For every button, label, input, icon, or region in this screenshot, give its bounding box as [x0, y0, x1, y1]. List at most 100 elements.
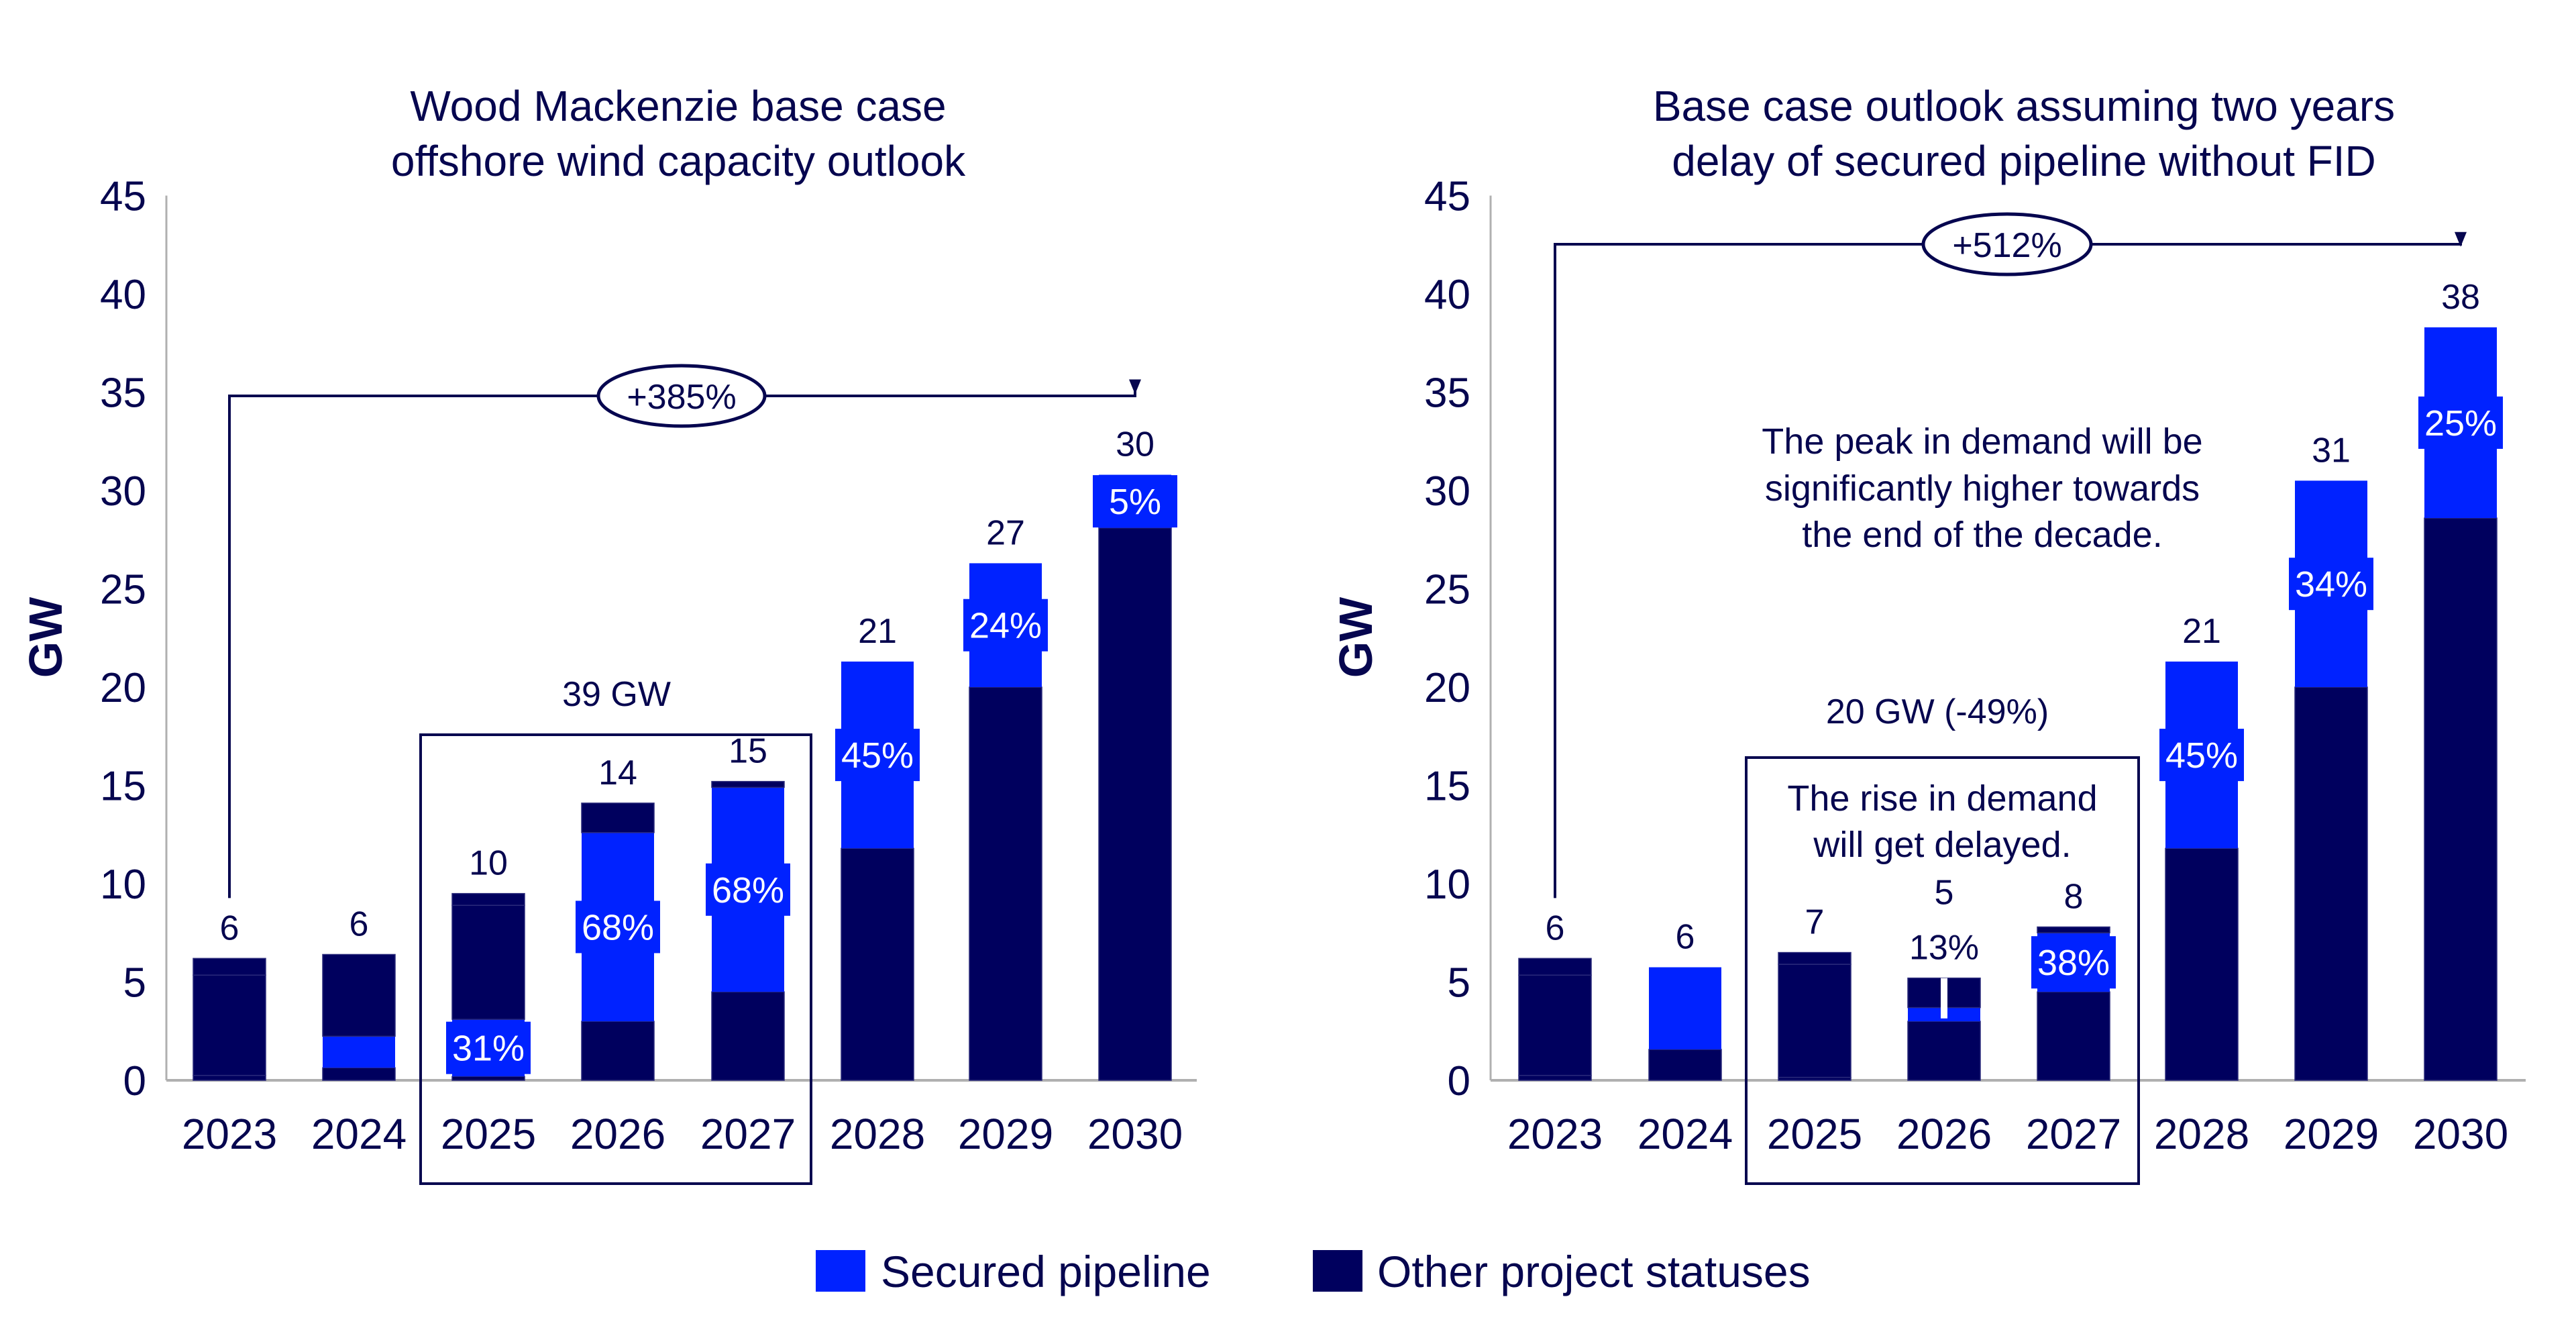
y-axis-label: GW — [1330, 597, 1382, 678]
bar-total-label: 6 — [350, 905, 369, 943]
y-tick-label: 30 — [100, 468, 146, 515]
bar-2024: 6 — [1648, 918, 1722, 1081]
secured-share-badge — [2159, 729, 2244, 782]
bar-total-label: 15 — [729, 732, 767, 771]
y-tick-label: 5 — [1448, 960, 1470, 1007]
y-tick-label: 5 — [123, 960, 146, 1007]
y-tick-label: 40 — [1424, 272, 1470, 318]
right-chart-delayed-case: Base case outlook assuming two years dela… — [1330, 82, 2526, 1185]
bar-total-label: 30 — [1116, 425, 1155, 464]
bar-segment-other-statuses — [1778, 951, 1851, 965]
bar-segment-other-statuses — [1907, 1021, 1981, 1081]
secured-share-badge — [835, 729, 920, 782]
x-tick-label: 2027 — [700, 1110, 796, 1158]
y-tick-label: 35 — [1424, 370, 1470, 417]
y-tick-label: 45 — [1424, 174, 1470, 220]
bar-total-label: 38 — [2441, 278, 2480, 317]
bar-2023: 6 — [193, 909, 266, 1081]
y-axis-label: GW — [19, 597, 72, 678]
bar-total-label: 5 — [1935, 874, 1954, 913]
bar-2030: 25% 38 — [2418, 278, 2503, 1081]
y-tick-label: 15 — [100, 764, 146, 810]
bar-2027: 68% 15 — [706, 732, 790, 1081]
bar-segment-other-statuses — [711, 780, 785, 788]
secured-share-label: 34% — [2295, 564, 2367, 605]
y-tick-label: 15 — [1424, 764, 1470, 810]
bar-segment-other-statuses — [2165, 847, 2239, 1081]
chart-title-line: Base case outlook assuming two years — [1653, 82, 2395, 130]
secured-share-label: 45% — [841, 735, 914, 776]
secured-share-badge — [576, 900, 660, 953]
secured-share-badge — [2289, 558, 2373, 611]
bar-segment-other-statuses — [193, 958, 266, 976]
growth-badge — [596, 364, 767, 428]
bar-segment-other-statuses — [193, 974, 266, 1076]
bar-segment-other-statuses — [2037, 926, 2110, 933]
y-tick-label: 20 — [1424, 665, 1470, 711]
bar-segment-other-statuses — [193, 1074, 266, 1081]
left-chart-base-case: Wood Mackenzie base case offshore wind ca… — [19, 82, 1197, 1185]
y-tick-label: 10 — [100, 862, 146, 908]
bar-segment-other-statuses — [581, 803, 655, 833]
chart-title-line: delay of secured pipeline without FID — [1672, 137, 2375, 185]
bar-2027: 38% 8 — [2031, 877, 2116, 1081]
x-tick-label: 2029 — [958, 1110, 1053, 1158]
peak-annotation-line: significantly higher towards — [1765, 468, 2200, 509]
bar-total-label: 7 — [1805, 903, 1825, 942]
bar-segment-other-statuses — [1518, 1074, 1592, 1081]
bar-2026: 68% 14 — [576, 754, 660, 1081]
secured-share-label: 24% — [969, 606, 1042, 646]
bar-2029: 24% 27 — [963, 513, 1048, 1081]
chart-title-line: Wood Mackenzie base case — [410, 82, 946, 130]
growth-label: +512% — [1952, 226, 2061, 265]
secured-share-badge — [1093, 475, 1177, 528]
y-tick-label: 0 — [123, 1058, 146, 1104]
x-tick-label: 2026 — [1896, 1110, 1992, 1158]
x-tick-label: 2025 — [441, 1110, 536, 1158]
bar-2030: 5%30 — [1093, 425, 1177, 1081]
bar-segment-other-statuses — [711, 991, 785, 1081]
bar-segment-other-statuses — [1518, 958, 1592, 976]
bar-segment-other-statuses — [451, 1076, 525, 1081]
bar-total-label: 21 — [2182, 612, 2221, 651]
arrow-down-icon — [1129, 379, 1141, 395]
x-tick-label: 2028 — [2154, 1110, 2249, 1158]
secured-share-label: 45% — [2165, 735, 2238, 776]
bar-segment-other-statuses — [1778, 964, 1851, 1078]
secured-share-label: 5% — [1109, 482, 1161, 522]
bar-total-label: 6 — [220, 909, 239, 947]
arrow-down-icon — [2455, 231, 2467, 247]
x-tick-label: 2028 — [830, 1110, 925, 1158]
x-tick-label: 2025 — [1767, 1110, 1862, 1158]
bar-segment-other-statuses — [322, 1067, 396, 1081]
y-tick-label: 10 — [1424, 862, 1470, 908]
bar-total-label: 21 — [858, 612, 897, 651]
box-annotation-line: will get delayed. — [1813, 825, 2071, 865]
secured-share-badge — [963, 599, 1048, 652]
bar-2028: 45% 21 — [835, 612, 920, 1081]
x-tick-label: 2026 — [570, 1110, 665, 1158]
y-tick-label: 45 — [100, 174, 146, 220]
y-tick-label: 25 — [1424, 567, 1470, 613]
bar-total-label: 6 — [1546, 909, 1565, 947]
period-total-label: 39 GW — [562, 675, 671, 714]
box-annotation-line: The rise in demand — [1787, 778, 2097, 819]
growth-badge — [1921, 212, 2093, 276]
bar-total-label: 27 — [986, 513, 1025, 552]
bar-segment-other-statuses — [581, 1021, 655, 1081]
period-total-label: 20 GW (-49%) — [1826, 692, 2049, 731]
bar-total-label: 10 — [469, 844, 508, 883]
bar-segment-other-statuses — [2294, 686, 2368, 1081]
x-tick-label: 2024 — [311, 1110, 407, 1158]
bar-total-label: 8 — [2064, 877, 2084, 916]
x-tick-label: 2023 — [1507, 1110, 1603, 1158]
legend-label-secured-pipeline: Secured pipeline — [881, 1247, 1211, 1296]
x-tick-label: 2024 — [1638, 1110, 1733, 1158]
secured-share-label: 31% — [452, 1029, 525, 1069]
y-tick-label: 30 — [1424, 468, 1470, 515]
x-tick-label: 2030 — [2413, 1110, 2508, 1158]
legend-label-other-project-statuses: Other project statuses — [1377, 1247, 1811, 1296]
secured-share-badge — [706, 863, 790, 916]
secured-share-badge — [446, 1021, 531, 1074]
